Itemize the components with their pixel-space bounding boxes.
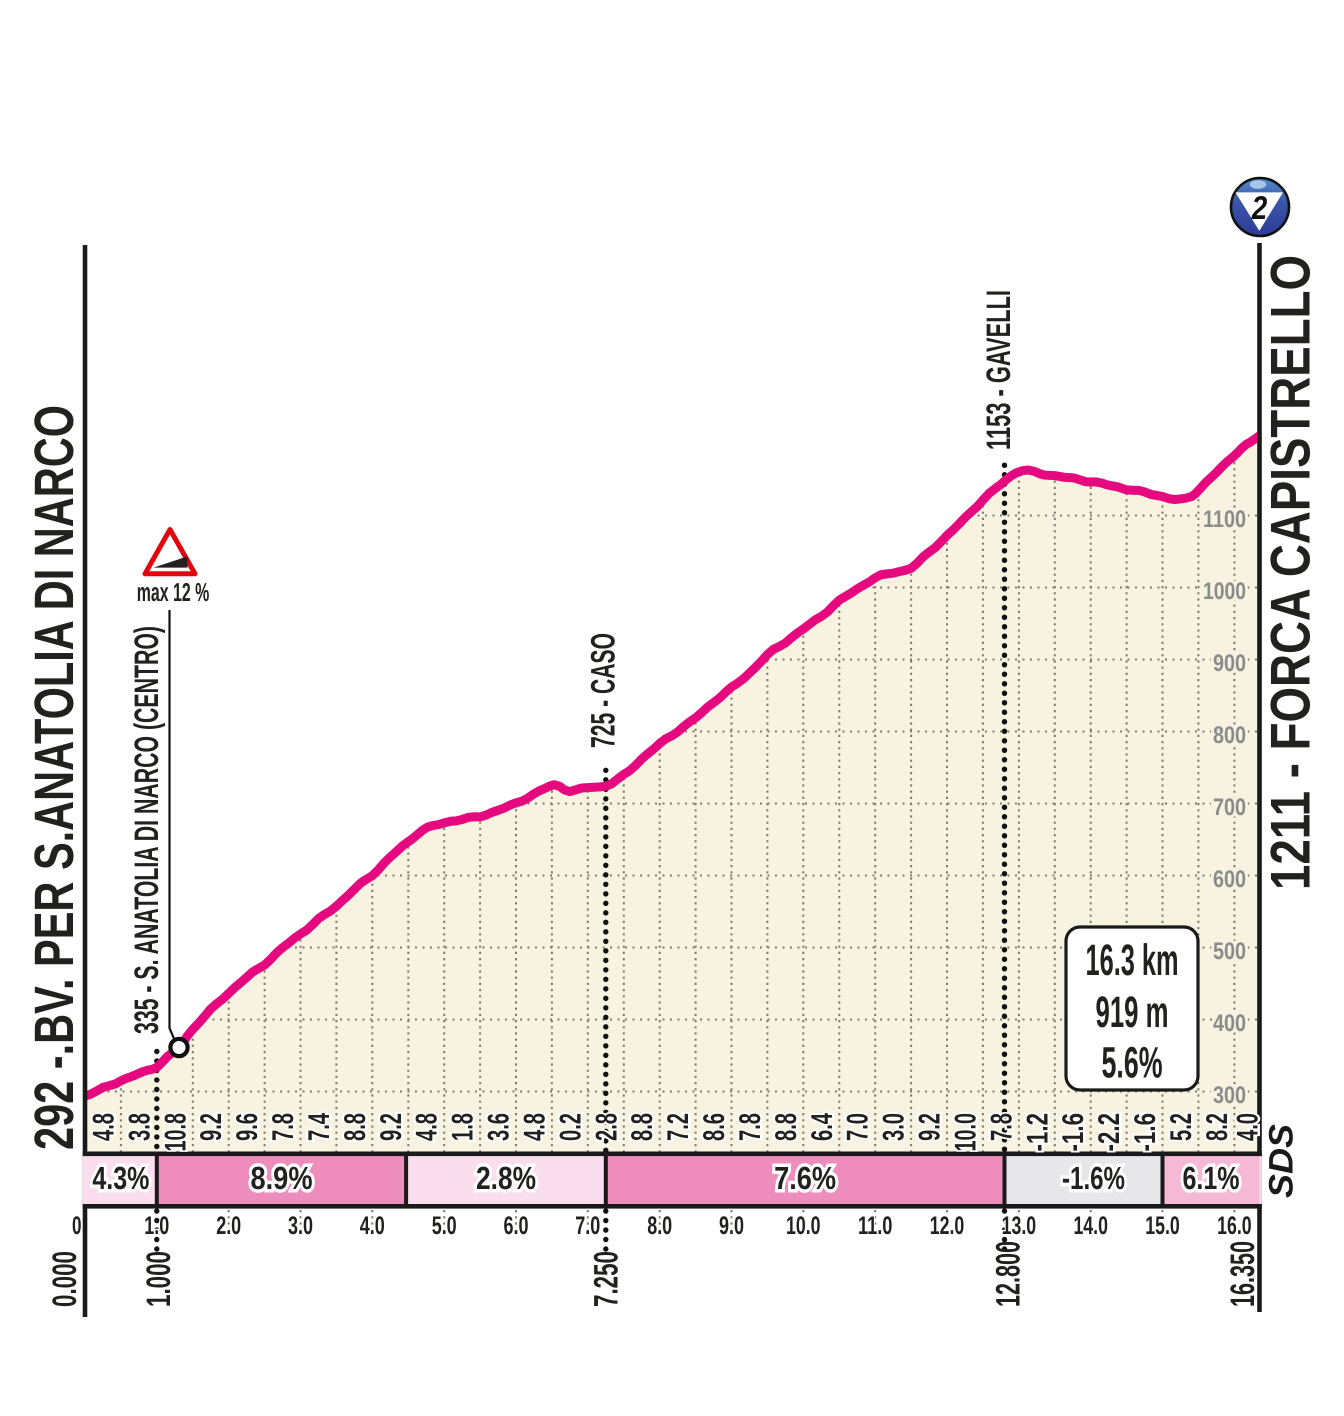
svg-text:-1.6: -1.6 <box>1057 1113 1090 1152</box>
svg-text:3.0: 3.0 <box>878 1113 911 1141</box>
svg-text:0: 0 <box>72 1212 82 1240</box>
svg-text:1211 - FORCA CAPISTRELLO: 1211 - FORCA CAPISTRELLO <box>1259 255 1322 890</box>
svg-text:919 m: 919 m <box>1096 988 1169 1037</box>
svg-text:4.8: 4.8 <box>87 1113 120 1141</box>
svg-text:300: 300 <box>1213 1082 1246 1109</box>
svg-text:16.3 km: 16.3 km <box>1086 936 1179 985</box>
svg-text:8.8: 8.8 <box>626 1113 659 1141</box>
svg-text:13.0: 13.0 <box>1002 1212 1037 1240</box>
svg-text:335 - S. ANATOLIA DI NARCO (CE: 335 - S. ANATOLIA DI NARCO (CENTRO) <box>128 626 166 1034</box>
svg-text:7.8: 7.8 <box>734 1113 767 1141</box>
svg-text:8.9%: 8.9% <box>251 1160 313 1196</box>
svg-text:max 12 %: max 12 % <box>137 577 210 607</box>
svg-text:10.0: 10.0 <box>949 1113 982 1152</box>
svg-text:-1.6%: -1.6% <box>1062 1160 1125 1196</box>
svg-text:10.8: 10.8 <box>159 1113 192 1152</box>
svg-text:8.2: 8.2 <box>1201 1113 1234 1141</box>
svg-text:10.0: 10.0 <box>786 1212 821 1240</box>
svg-text:3.0: 3.0 <box>288 1212 313 1240</box>
svg-text:1.8: 1.8 <box>447 1113 480 1141</box>
svg-text:SDS: SDS <box>1263 1124 1301 1198</box>
svg-text:1.0: 1.0 <box>144 1212 169 1240</box>
svg-text:7.8: 7.8 <box>267 1113 300 1141</box>
svg-text:2: 2 <box>1251 189 1268 226</box>
svg-text:8.6: 8.6 <box>698 1113 731 1141</box>
svg-text:8.8: 8.8 <box>770 1113 803 1141</box>
svg-text:2.8: 2.8 <box>590 1113 623 1141</box>
svg-text:16.0: 16.0 <box>1217 1212 1252 1240</box>
svg-text:1.000: 1.000 <box>140 1251 178 1307</box>
svg-text:4.8: 4.8 <box>518 1113 551 1141</box>
svg-text:12.800: 12.800 <box>990 1241 1028 1307</box>
svg-text:9.2: 9.2 <box>375 1113 408 1141</box>
svg-text:700: 700 <box>1213 794 1246 821</box>
svg-text:7.0: 7.0 <box>575 1212 600 1240</box>
svg-text:900: 900 <box>1213 650 1246 677</box>
svg-text:7.6%: 7.6% <box>774 1160 836 1196</box>
svg-text:9.6: 9.6 <box>231 1113 264 1141</box>
svg-text:4.0: 4.0 <box>360 1212 385 1240</box>
svg-text:3.6: 3.6 <box>483 1113 516 1141</box>
svg-text:6.4: 6.4 <box>806 1113 839 1141</box>
svg-text:0.2: 0.2 <box>554 1113 587 1141</box>
svg-text:1153 - GAVELLI: 1153 - GAVELLI <box>980 290 1018 450</box>
svg-text:500: 500 <box>1213 938 1246 965</box>
svg-text:6.0: 6.0 <box>504 1212 529 1240</box>
svg-text:8.8: 8.8 <box>339 1113 372 1141</box>
svg-text:7.0: 7.0 <box>842 1113 875 1141</box>
svg-text:1100: 1100 <box>1203 506 1246 533</box>
svg-text:5.2: 5.2 <box>1165 1113 1198 1141</box>
svg-text:3.8: 3.8 <box>123 1113 156 1141</box>
svg-text:0.000: 0.000 <box>46 1251 84 1307</box>
svg-text:600: 600 <box>1213 866 1246 893</box>
svg-text:5.6%: 5.6% <box>1102 1039 1163 1088</box>
svg-text:7.8: 7.8 <box>985 1113 1018 1141</box>
svg-text:12.0: 12.0 <box>930 1212 965 1240</box>
svg-text:7.2: 7.2 <box>662 1113 695 1141</box>
svg-text:9.2: 9.2 <box>195 1113 228 1141</box>
svg-text:11.0: 11.0 <box>858 1212 893 1240</box>
svg-text:7.250: 7.250 <box>588 1251 626 1307</box>
svg-text:800: 800 <box>1213 722 1246 749</box>
svg-text:1000: 1000 <box>1203 578 1246 605</box>
svg-text:725 - CASO: 725 - CASO <box>585 633 623 748</box>
svg-text:-2.2: -2.2 <box>1093 1113 1126 1152</box>
svg-text:16.350: 16.350 <box>1224 1241 1262 1307</box>
svg-text:9.0: 9.0 <box>719 1212 744 1240</box>
svg-text:4.0: 4.0 <box>1231 1113 1264 1141</box>
svg-text:9.2: 9.2 <box>914 1113 947 1141</box>
svg-text:8.0: 8.0 <box>647 1212 672 1240</box>
svg-text:292 -.BV. PER S.ANATOLIA DI NA: 292 -.BV. PER S.ANATOLIA DI NARCO <box>23 405 85 1150</box>
svg-text:15.0: 15.0 <box>1145 1212 1180 1240</box>
svg-text:7.4: 7.4 <box>303 1113 336 1141</box>
svg-text:4.3%: 4.3% <box>92 1160 149 1196</box>
svg-text:-1.2: -1.2 <box>1021 1113 1054 1152</box>
svg-text:2.0: 2.0 <box>216 1212 241 1240</box>
svg-text:2.8%: 2.8% <box>476 1160 536 1196</box>
svg-text:400: 400 <box>1213 1010 1246 1037</box>
svg-text:5.0: 5.0 <box>432 1212 457 1240</box>
svg-text:6.1%: 6.1% <box>1183 1160 1240 1196</box>
svg-text:-1.6: -1.6 <box>1129 1113 1162 1152</box>
svg-text:4.8: 4.8 <box>411 1113 444 1141</box>
svg-text:14.0: 14.0 <box>1073 1212 1108 1240</box>
